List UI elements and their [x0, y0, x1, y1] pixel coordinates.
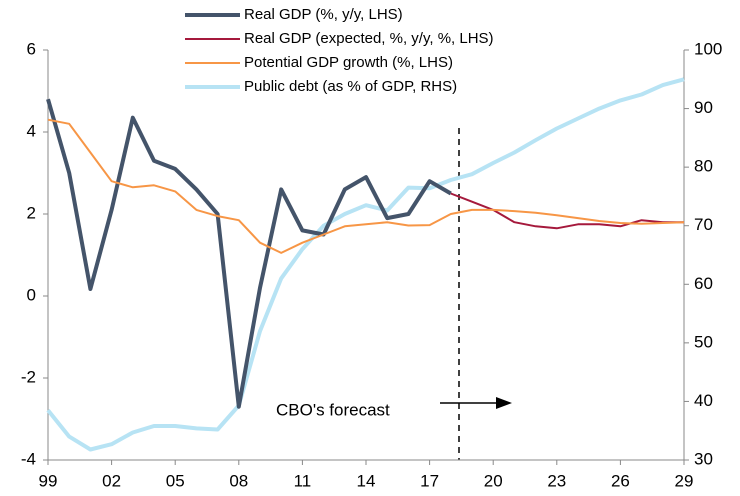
- y-tick-label: -2: [21, 367, 36, 386]
- legend-label: Potential GDP growth (%, LHS): [244, 54, 453, 71]
- x-tick-label: 08: [229, 471, 248, 490]
- y2-tick-label: 80: [694, 157, 713, 176]
- y-tick-label: 2: [27, 203, 36, 222]
- x-tick-label: 26: [611, 471, 630, 490]
- y2-tick-label: 100: [694, 39, 722, 58]
- series-line: [450, 192, 684, 230]
- arrow-head: [496, 397, 512, 409]
- series-line: [47, 118, 685, 254]
- y2-tick-label: 90: [694, 98, 713, 117]
- x-tick-label: 23: [547, 471, 566, 490]
- y2-tick-label: 40: [694, 391, 713, 410]
- series-line: [46, 98, 452, 409]
- y-tick-label: 0: [27, 285, 36, 304]
- x-tick-label: 29: [675, 471, 694, 490]
- legend-label: Real GDP (%, y/y, LHS): [244, 6, 403, 23]
- y2-tick-label: 60: [694, 274, 713, 293]
- x-tick-label: 05: [166, 471, 185, 490]
- x-tick-label: 99: [39, 471, 58, 490]
- x-tick-label: 20: [484, 471, 503, 490]
- y-tick-label: -4: [21, 449, 36, 468]
- x-tick-label: 17: [420, 471, 439, 490]
- legend-label: Public debt (as % of GDP, RHS): [244, 78, 457, 95]
- x-tick-label: 11: [294, 471, 312, 490]
- y-tick-label: 4: [27, 121, 36, 140]
- x-tick-label: 02: [102, 471, 121, 490]
- y2-tick-label: 70: [694, 215, 713, 234]
- annotation: CBO's forecast: [276, 400, 390, 419]
- legend-label: Real GDP (expected, %, y/y, %, LHS): [244, 30, 494, 47]
- y-tick-label: 6: [27, 39, 36, 58]
- y2-tick-label: 50: [694, 332, 713, 351]
- y2-tick-label: 30: [694, 449, 713, 468]
- x-tick-label: 14: [357, 471, 376, 490]
- series-line: [46, 77, 685, 452]
